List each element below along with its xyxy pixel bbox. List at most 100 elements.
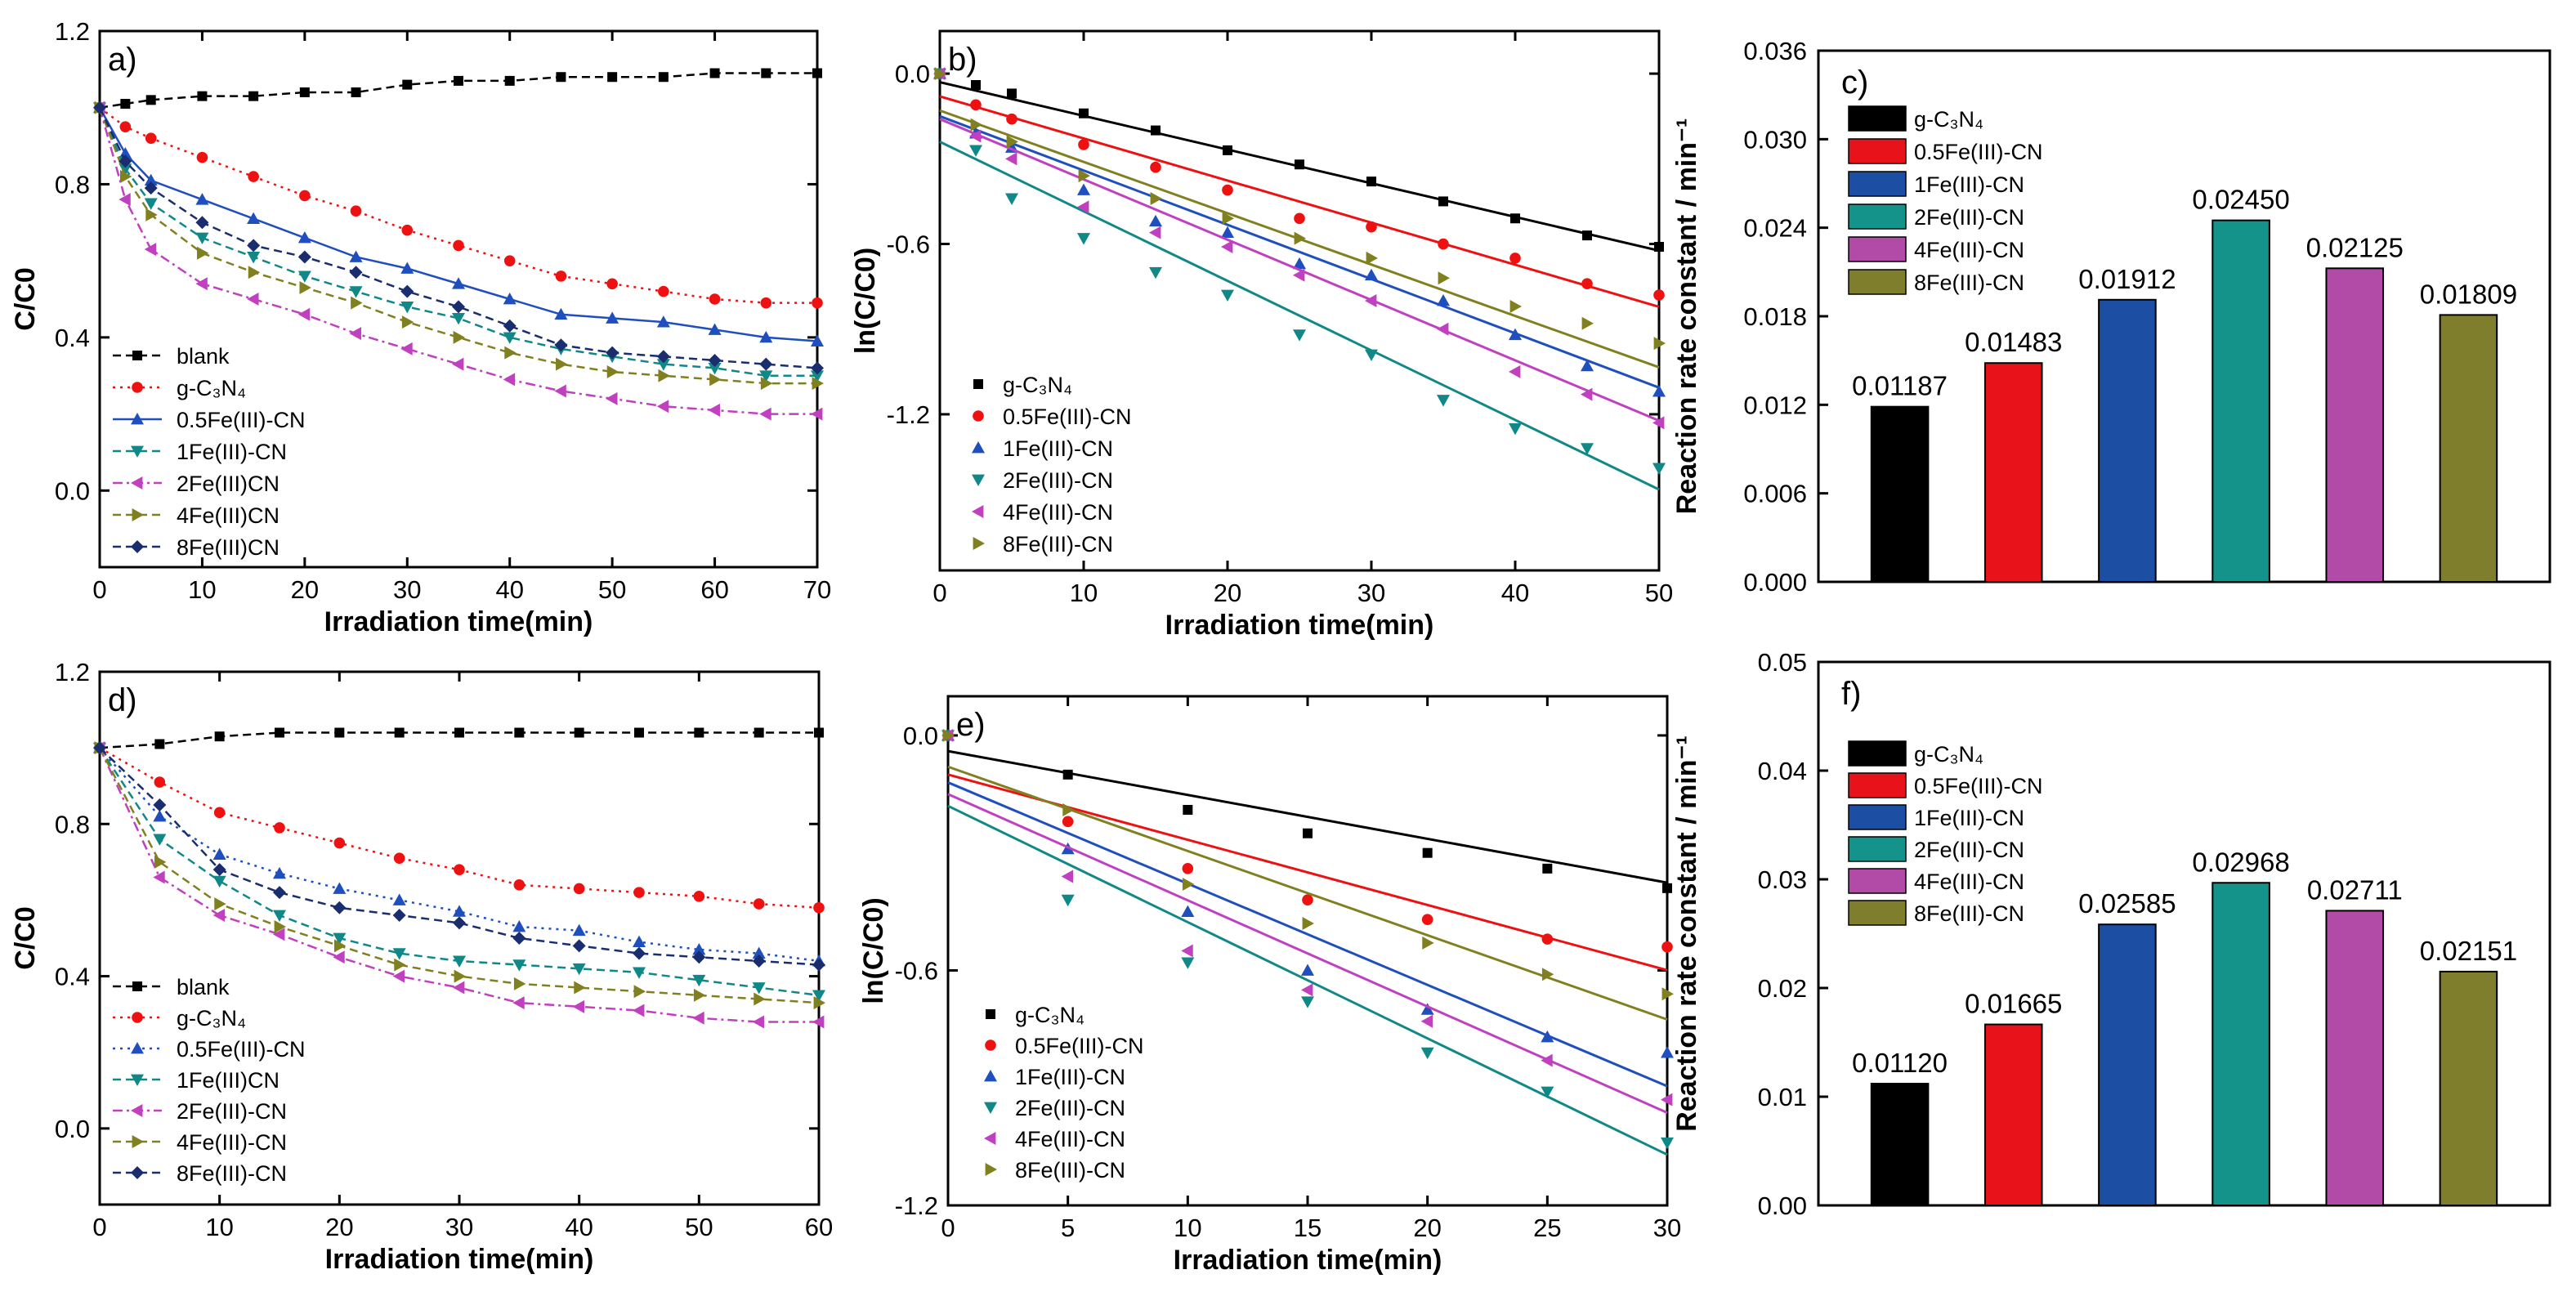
panel-c-bar <box>1983 362 2043 583</box>
panel-a-data-point <box>297 307 311 321</box>
panel-a-data-point <box>119 170 132 184</box>
panel-a-data-point <box>554 384 566 398</box>
panel-d-legend-label: 0.5Fe(III)-CN <box>177 1037 306 1062</box>
panel-e-xtick-label: 5 <box>1061 1214 1075 1242</box>
panel-d-data-point <box>274 822 285 834</box>
panel-e-panel-label: e) <box>956 707 986 743</box>
panel-b-legend-marker <box>972 505 984 518</box>
panel-a-series-5: 4Fe(III)CN <box>94 101 824 528</box>
panel-b-data-point <box>1294 231 1306 245</box>
panel-b-data-point <box>969 129 982 143</box>
panel-a-data-point <box>297 250 311 264</box>
panel-b-data-point <box>970 118 982 132</box>
panel-a-data-point <box>119 163 132 176</box>
panel-a-data-point <box>708 323 722 335</box>
panel-b-data-point <box>1149 226 1161 239</box>
panel-d-data-point <box>752 954 766 968</box>
panel-a-data-point <box>452 313 465 325</box>
panel-a-data-point <box>297 231 311 244</box>
panel-c-ytick-label: 0.012 <box>1743 391 1807 419</box>
panel-b-data-point <box>1365 349 1378 361</box>
panel-a-data-point <box>607 72 618 83</box>
panel-a-legend-label: 8Fe(III)CN <box>177 535 280 560</box>
panel-e-legend-label: 8Fe(III)-CN <box>1015 1158 1125 1183</box>
panel-b-data-point <box>1366 221 1377 233</box>
panel-e-data-point <box>1301 996 1314 1008</box>
panel-a-data-point <box>453 239 464 252</box>
panel-a-data-point <box>400 301 414 314</box>
panel-a-series-line <box>98 107 818 369</box>
panel-a-data-point <box>658 369 670 382</box>
panel-d-series-line <box>99 747 820 966</box>
panel-d-data-point <box>153 834 167 846</box>
panel-d-data-point <box>153 798 167 811</box>
panel-a-data-point <box>452 357 464 371</box>
panel-e-legend-label: 0.5Fe(III)-CN <box>1015 1034 1144 1058</box>
panel-a-data-point <box>144 181 158 195</box>
panel-a-series-0: blank <box>95 68 822 369</box>
panel-a-xtick-label: 70 <box>803 575 831 604</box>
panel-e-data-point <box>1661 1046 1674 1058</box>
panel-f-bar-value-label: 0.02585 <box>2078 888 2176 919</box>
panel-a-data-point <box>606 365 619 379</box>
panel-d-data-point <box>512 959 526 972</box>
panel-e-xtick-label: 10 <box>1174 1214 1201 1242</box>
panel-d-series-5: 4Fe(III)-CN <box>94 741 825 1155</box>
panel-d-data-point <box>333 932 347 945</box>
panel-c-bar <box>1870 405 1930 583</box>
panel-d-series-3: 1Fe(III)CN <box>93 742 825 1093</box>
panel-a-data-point <box>812 68 822 78</box>
panel-b-data-point <box>1652 385 1666 397</box>
panel-e-data-point <box>1301 983 1313 997</box>
panel-a-data-point <box>760 297 772 309</box>
panel-b-data-point <box>1006 135 1018 149</box>
panel-d-data-point <box>394 727 405 738</box>
panel-b-legend-label: 4Fe(III)-CN <box>1003 500 1113 525</box>
panel-e-xtick-label: 0 <box>941 1214 955 1242</box>
panel-a-series-line <box>98 107 817 385</box>
panel-f-ytick-label: 0.05 <box>1758 648 1807 677</box>
panel-a-data-point <box>299 280 311 294</box>
panel-e-data-point <box>1302 916 1314 930</box>
panel-b-data-point <box>1652 463 1666 475</box>
panel-e-data-point <box>1421 914 1433 925</box>
panel-a-data-point <box>119 154 132 168</box>
panel-a-data-point <box>606 311 619 324</box>
panel-a-data-point <box>247 212 261 224</box>
panel-d-ylabel: C/C0 <box>10 906 41 969</box>
panel-a-legend-label: 2Fe(III)CN <box>177 472 280 496</box>
panel-d-data-point <box>154 739 165 749</box>
panel-c-bar-value-label: 0.02450 <box>2192 185 2289 215</box>
panel-f-legend-label: 8Fe(III)-CN <box>1914 901 2024 926</box>
panel-c-ytick-label: 0.030 <box>1743 125 1807 154</box>
panel-a-data-point <box>504 75 515 86</box>
panel-a-data-point <box>247 293 259 306</box>
panel-b-legend-label: 1Fe(III)-CN <box>1003 436 1113 461</box>
panel-a-data-point <box>247 239 261 253</box>
panel-a-data-point <box>658 72 669 83</box>
panel-b-series-4: 4Fe(III)-CN <box>933 67 1665 525</box>
panel-e-legend-label: 4Fe(III)-CN <box>1015 1127 1125 1151</box>
panel-a-panel-label: a) <box>108 42 137 78</box>
panel-e-series-3: 2Fe(III)-CN <box>941 730 1674 1156</box>
panel-a-xtick-label: 20 <box>291 575 319 604</box>
panel-b-data-point <box>1509 364 1521 378</box>
panel-b-data-point <box>1077 183 1090 195</box>
panel-d-data-point <box>753 898 765 910</box>
panel-b-data-point <box>1222 184 1233 196</box>
panel-a-data-point <box>195 277 208 291</box>
panel-a-ytick-label: 1.2 <box>55 17 90 46</box>
panel-a-data-point <box>708 362 722 375</box>
panel-d-data-point <box>572 939 586 953</box>
panel-b-xtick-label: 50 <box>1645 579 1673 607</box>
panel-c-legend-label: 2Fe(III)-CN <box>1914 205 2024 230</box>
panel-d-data-point <box>633 1004 645 1017</box>
panel-b-data-point <box>1437 294 1450 306</box>
panel-b-data-point <box>1366 177 1376 187</box>
panel-d-data-point <box>214 731 225 742</box>
panel-d-data-point <box>333 882 347 894</box>
panel-e-data-point <box>1422 847 1433 858</box>
panel-b-data-point <box>1509 328 1522 341</box>
panel-a-series-6: 8Fe(III)CN <box>93 101 824 560</box>
panel-a-data-point <box>197 91 208 101</box>
